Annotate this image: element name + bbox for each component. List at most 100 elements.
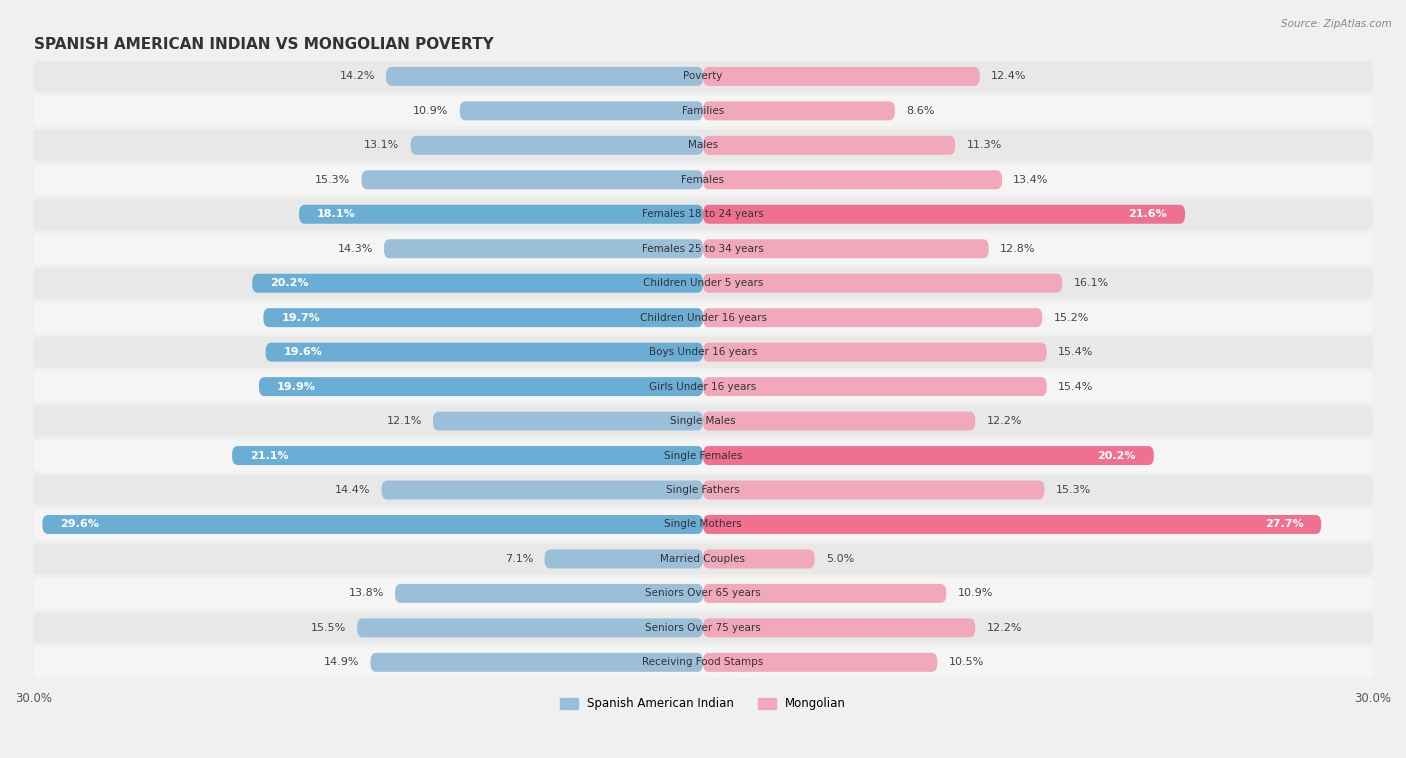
Text: 12.8%: 12.8%: [1000, 244, 1035, 254]
FancyBboxPatch shape: [34, 164, 1372, 196]
Text: Males: Males: [688, 140, 718, 150]
Text: 27.7%: 27.7%: [1264, 519, 1303, 530]
FancyBboxPatch shape: [703, 102, 896, 121]
FancyBboxPatch shape: [703, 377, 1046, 396]
Text: 10.5%: 10.5%: [949, 657, 984, 667]
FancyBboxPatch shape: [252, 274, 703, 293]
Text: 18.1%: 18.1%: [316, 209, 356, 219]
FancyBboxPatch shape: [703, 619, 976, 637]
FancyBboxPatch shape: [34, 475, 1372, 506]
FancyBboxPatch shape: [411, 136, 703, 155]
Text: 10.9%: 10.9%: [413, 106, 449, 116]
FancyBboxPatch shape: [259, 377, 703, 396]
FancyBboxPatch shape: [34, 199, 1372, 230]
FancyBboxPatch shape: [34, 578, 1372, 609]
Text: 13.1%: 13.1%: [364, 140, 399, 150]
FancyBboxPatch shape: [34, 371, 1372, 402]
Text: 14.4%: 14.4%: [335, 485, 371, 495]
FancyBboxPatch shape: [703, 171, 1002, 190]
FancyBboxPatch shape: [34, 130, 1372, 161]
FancyBboxPatch shape: [433, 412, 703, 431]
Text: 29.6%: 29.6%: [60, 519, 100, 530]
FancyBboxPatch shape: [34, 647, 1372, 678]
Text: Single Males: Single Males: [671, 416, 735, 426]
Text: 20.2%: 20.2%: [270, 278, 308, 288]
Text: 12.2%: 12.2%: [987, 623, 1022, 633]
FancyBboxPatch shape: [361, 171, 703, 190]
Text: 21.1%: 21.1%: [250, 450, 288, 461]
Text: 15.5%: 15.5%: [311, 623, 346, 633]
Text: Children Under 5 years: Children Under 5 years: [643, 278, 763, 288]
FancyBboxPatch shape: [34, 543, 1372, 575]
FancyBboxPatch shape: [381, 481, 703, 500]
FancyBboxPatch shape: [34, 406, 1372, 437]
FancyBboxPatch shape: [357, 619, 703, 637]
Legend: Spanish American Indian, Mongolian: Spanish American Indian, Mongolian: [555, 693, 851, 715]
Text: 13.4%: 13.4%: [1014, 175, 1049, 185]
Text: 15.2%: 15.2%: [1053, 312, 1088, 323]
FancyBboxPatch shape: [703, 446, 1154, 465]
Text: 11.3%: 11.3%: [966, 140, 1001, 150]
Text: Single Mothers: Single Mothers: [664, 519, 742, 530]
FancyBboxPatch shape: [34, 233, 1372, 265]
Text: 12.4%: 12.4%: [991, 71, 1026, 81]
Text: Poverty: Poverty: [683, 71, 723, 81]
Text: Source: ZipAtlas.com: Source: ZipAtlas.com: [1281, 19, 1392, 29]
FancyBboxPatch shape: [34, 96, 1372, 127]
Text: 19.7%: 19.7%: [281, 312, 321, 323]
Text: 15.3%: 15.3%: [1056, 485, 1091, 495]
Text: Females 25 to 34 years: Females 25 to 34 years: [643, 244, 763, 254]
Text: 14.2%: 14.2%: [339, 71, 375, 81]
FancyBboxPatch shape: [34, 509, 1372, 540]
Text: Single Fathers: Single Fathers: [666, 485, 740, 495]
Text: 20.2%: 20.2%: [1098, 450, 1136, 461]
FancyBboxPatch shape: [703, 136, 955, 155]
FancyBboxPatch shape: [703, 309, 1042, 327]
Text: 12.1%: 12.1%: [387, 416, 422, 426]
Text: 5.0%: 5.0%: [825, 554, 853, 564]
FancyBboxPatch shape: [703, 515, 1322, 534]
FancyBboxPatch shape: [703, 343, 1046, 362]
FancyBboxPatch shape: [703, 550, 814, 568]
FancyBboxPatch shape: [460, 102, 703, 121]
Text: Children Under 16 years: Children Under 16 years: [640, 312, 766, 323]
Text: 12.2%: 12.2%: [987, 416, 1022, 426]
Text: 7.1%: 7.1%: [505, 554, 533, 564]
FancyBboxPatch shape: [703, 67, 980, 86]
Text: 8.6%: 8.6%: [905, 106, 935, 116]
FancyBboxPatch shape: [384, 240, 703, 258]
FancyBboxPatch shape: [703, 481, 1045, 500]
Text: 10.9%: 10.9%: [957, 588, 993, 598]
Text: 14.3%: 14.3%: [337, 244, 373, 254]
FancyBboxPatch shape: [34, 302, 1372, 334]
FancyBboxPatch shape: [703, 240, 988, 258]
Text: Boys Under 16 years: Boys Under 16 years: [648, 347, 758, 357]
Text: SPANISH AMERICAN INDIAN VS MONGOLIAN POVERTY: SPANISH AMERICAN INDIAN VS MONGOLIAN POV…: [34, 37, 494, 52]
FancyBboxPatch shape: [299, 205, 703, 224]
FancyBboxPatch shape: [703, 412, 976, 431]
FancyBboxPatch shape: [266, 343, 703, 362]
Text: 19.9%: 19.9%: [277, 381, 315, 392]
Text: 19.6%: 19.6%: [284, 347, 322, 357]
FancyBboxPatch shape: [232, 446, 703, 465]
Text: Females 18 to 24 years: Females 18 to 24 years: [643, 209, 763, 219]
FancyBboxPatch shape: [34, 61, 1372, 92]
Text: 21.6%: 21.6%: [1129, 209, 1167, 219]
FancyBboxPatch shape: [703, 205, 1185, 224]
FancyBboxPatch shape: [544, 550, 703, 568]
FancyBboxPatch shape: [703, 274, 1063, 293]
Text: 16.1%: 16.1%: [1073, 278, 1109, 288]
FancyBboxPatch shape: [387, 67, 703, 86]
FancyBboxPatch shape: [34, 268, 1372, 299]
FancyBboxPatch shape: [34, 337, 1372, 368]
FancyBboxPatch shape: [34, 440, 1372, 471]
Text: Families: Families: [682, 106, 724, 116]
FancyBboxPatch shape: [42, 515, 703, 534]
Text: 14.9%: 14.9%: [323, 657, 360, 667]
FancyBboxPatch shape: [263, 309, 703, 327]
Text: Receiving Food Stamps: Receiving Food Stamps: [643, 657, 763, 667]
Text: Girls Under 16 years: Girls Under 16 years: [650, 381, 756, 392]
Text: Single Females: Single Females: [664, 450, 742, 461]
FancyBboxPatch shape: [395, 584, 703, 603]
Text: Seniors Over 75 years: Seniors Over 75 years: [645, 623, 761, 633]
